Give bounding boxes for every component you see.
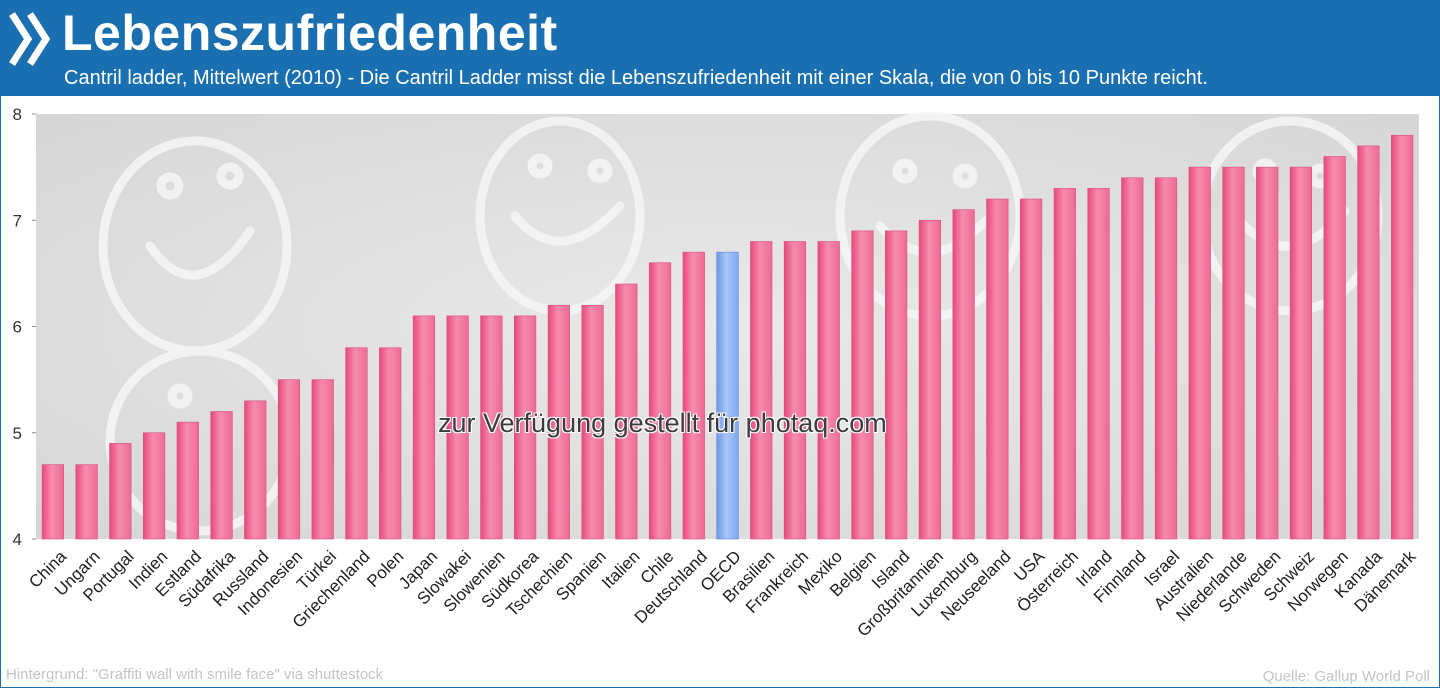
bar <box>986 198 1009 540</box>
bar-chart: 4 5 6 7 8 China Ungarn Portugal Indien Estland Sü… <box>0 96 1440 689</box>
bar <box>648 262 672 540</box>
bar <box>210 411 233 540</box>
watermark-text: zur Verfügung gestellt für photaq.com <box>438 408 887 438</box>
bar <box>1323 156 1346 540</box>
bar <box>514 315 537 540</box>
bar <box>446 315 469 540</box>
bar <box>885 230 908 540</box>
chart-canvas: 4 5 6 7 8 ChinaUngarnPortugalIndienEstlandSü… <box>13 105 1420 640</box>
bar <box>1357 145 1380 540</box>
bar <box>244 400 267 540</box>
bar <box>41 464 64 540</box>
bar <box>952 209 975 540</box>
bar <box>311 379 334 540</box>
bar <box>1087 188 1110 540</box>
y-axis: 4 5 6 7 8 <box>13 105 36 549</box>
bar <box>851 230 874 540</box>
header-bar: Lebenszufriedenheit Cantril ladder, Mitt… <box>0 0 1440 96</box>
bar <box>615 283 638 540</box>
source-credit: Quelle: Gallup World Poll <box>1262 668 1430 685</box>
bar <box>682 251 705 540</box>
bar <box>345 347 368 540</box>
bar <box>918 219 941 540</box>
y-tick-label: 5 <box>13 424 22 443</box>
y-tick-label: 6 <box>13 318 22 337</box>
bar <box>1289 166 1313 540</box>
bar <box>176 421 199 540</box>
bar <box>75 464 98 540</box>
bar <box>783 241 807 540</box>
page-title: Lebenszufriedenheit <box>62 5 558 61</box>
bar <box>1256 166 1279 540</box>
bar <box>379 347 402 540</box>
double-chevron-icon <box>9 12 51 66</box>
bar-series <box>41 134 1414 540</box>
y-tick-label: 8 <box>13 105 22 124</box>
y-tick-label: 4 <box>13 530 22 549</box>
bar <box>547 304 570 540</box>
x-axis-labels: ChinaUngarnPortugalIndienEstlandSüdafrik… <box>25 546 1419 640</box>
bar <box>480 315 503 540</box>
bar <box>1019 198 1043 540</box>
bar <box>277 379 301 540</box>
bar <box>1222 166 1245 540</box>
bar <box>109 443 132 540</box>
chart-subtitle: Cantril ladder, Mittelwert (2010) - Die … <box>64 67 1208 89</box>
background-credit: Hintergrund: "Graffiti wall with smile f… <box>6 666 384 683</box>
bar <box>1121 177 1144 540</box>
x-tick-label: Italien <box>598 547 644 593</box>
bar <box>412 315 436 540</box>
bar <box>817 241 840 540</box>
bar <box>142 432 166 540</box>
bar <box>1154 177 1178 540</box>
bar <box>1053 188 1076 540</box>
y-tick-label: 7 <box>13 211 22 230</box>
bar <box>1391 134 1414 540</box>
bar <box>1188 166 1211 540</box>
bar <box>581 304 604 540</box>
bar <box>750 241 773 540</box>
bar-oecd-highlight <box>716 251 739 540</box>
